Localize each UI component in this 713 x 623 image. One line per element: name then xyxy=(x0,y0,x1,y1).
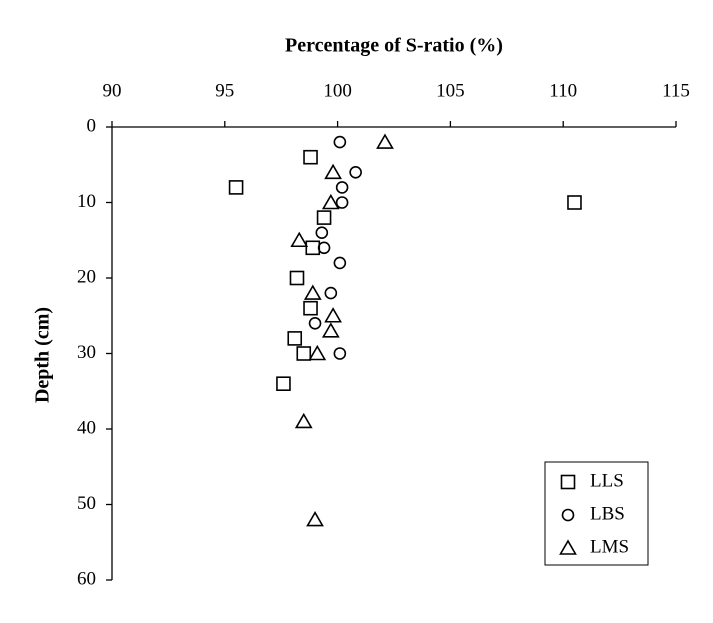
y-tick-label: 50 xyxy=(77,493,96,514)
marker-square xyxy=(296,346,312,361)
marker-circle xyxy=(333,347,347,360)
marker-circle xyxy=(335,181,349,194)
marker-triangle xyxy=(324,307,342,323)
y-tick-label: 30 xyxy=(77,342,96,363)
marker-circle xyxy=(333,256,347,270)
chart-title: Percentage of S-ratio (%) xyxy=(285,35,503,57)
marker-circle xyxy=(308,316,322,330)
y-tick-label: 0 xyxy=(87,115,97,136)
legend-label: LMS xyxy=(590,536,629,557)
marker-triangle xyxy=(321,193,340,210)
marker-circle xyxy=(317,241,331,255)
marker-circle xyxy=(315,226,329,239)
marker-triangle xyxy=(294,412,313,429)
x-tick-label: 100 xyxy=(323,80,352,101)
legend-label: LLS xyxy=(590,470,624,491)
y-axis-label: Depth (cm) xyxy=(32,307,54,403)
marker-square xyxy=(289,270,305,286)
marker-square xyxy=(560,474,576,490)
marker-triangle xyxy=(303,284,322,300)
x-tick-label: 90 xyxy=(103,80,122,101)
marker-square xyxy=(303,149,318,165)
marker-circle xyxy=(349,166,362,179)
y-tick-label: 60 xyxy=(77,568,96,589)
y-tick-label: 10 xyxy=(77,191,96,212)
marker-triangle xyxy=(308,344,327,361)
marker-circle xyxy=(561,508,575,522)
marker-triangle xyxy=(559,539,577,555)
marker-square xyxy=(567,195,582,210)
y-tick-label: 20 xyxy=(77,266,96,287)
marker-triangle xyxy=(321,322,340,338)
x-tick-label: 115 xyxy=(662,80,690,101)
marker-circle xyxy=(333,135,347,149)
marker-triangle xyxy=(290,231,309,248)
y-tick-label: 40 xyxy=(77,417,96,438)
marker-circle xyxy=(324,286,338,300)
marker-square xyxy=(287,331,303,346)
marker-square xyxy=(228,180,244,195)
x-tick-label: 105 xyxy=(436,80,465,101)
marker-triangle xyxy=(376,133,394,149)
marker-square xyxy=(316,210,332,225)
marker-triangle xyxy=(324,163,342,180)
marker-square xyxy=(276,376,291,392)
x-tick-label: 110 xyxy=(549,80,577,101)
marker-square xyxy=(303,300,318,316)
x-tick-label: 95 xyxy=(215,80,234,101)
marker-triangle xyxy=(306,510,324,527)
marker-circle xyxy=(335,196,349,209)
legend-label: LBS xyxy=(590,503,625,524)
